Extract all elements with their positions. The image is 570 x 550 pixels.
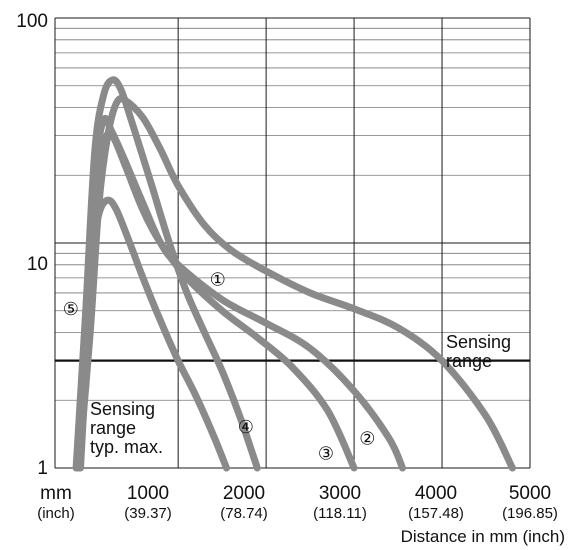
y-tick-label-1: 1 bbox=[37, 458, 48, 479]
series-marker-3: ③ bbox=[318, 443, 334, 463]
y-tick-label-10: 10 bbox=[27, 254, 48, 275]
y-tick-label-100: 100 bbox=[16, 11, 48, 32]
x-unit-label: mm bbox=[40, 483, 72, 504]
series-curve-4 bbox=[73, 76, 261, 472]
x-tick-label-4000: 4000 bbox=[415, 483, 457, 504]
x-tick-label-3000: 3000 bbox=[319, 483, 361, 504]
x-tick-sublabel-4000: (157.48) bbox=[408, 505, 464, 522]
curves bbox=[72, 76, 516, 472]
markers: ① ② ③ ④ ⑤ bbox=[63, 269, 376, 463]
x-tick-label-2000: 2000 bbox=[223, 483, 265, 504]
annotation-line-1: Sensing bbox=[90, 399, 155, 419]
x-tick-label-1000: 1000 bbox=[127, 483, 169, 504]
annotation-line-3: typ. max. bbox=[90, 437, 163, 457]
threshold-label-line-2: range bbox=[446, 351, 492, 371]
series-marker-1: ① bbox=[210, 269, 226, 289]
x-tick-sublabel-3000: (118.11) bbox=[313, 505, 367, 522]
x-tick-sublabel-5000: (196.85) bbox=[502, 505, 558, 522]
threshold-label-line-1: Sensing bbox=[446, 332, 511, 352]
series-curve-5 bbox=[75, 196, 230, 472]
annotation-line-2: range bbox=[90, 418, 136, 438]
x-tick-label-5000: 5000 bbox=[509, 483, 551, 504]
x-unit-sublabel: (inch) bbox=[37, 505, 75, 522]
x-axis-title: Distance in mm (inch) bbox=[401, 527, 565, 546]
series-marker-5: ⑤ bbox=[63, 299, 79, 319]
series-marker-2: ② bbox=[359, 429, 375, 449]
x-tick-sublabel-1000: (39.37) bbox=[124, 505, 172, 522]
series-marker-4: ④ bbox=[238, 417, 254, 437]
x-tick-sublabel-2000: (78.74) bbox=[220, 505, 268, 522]
